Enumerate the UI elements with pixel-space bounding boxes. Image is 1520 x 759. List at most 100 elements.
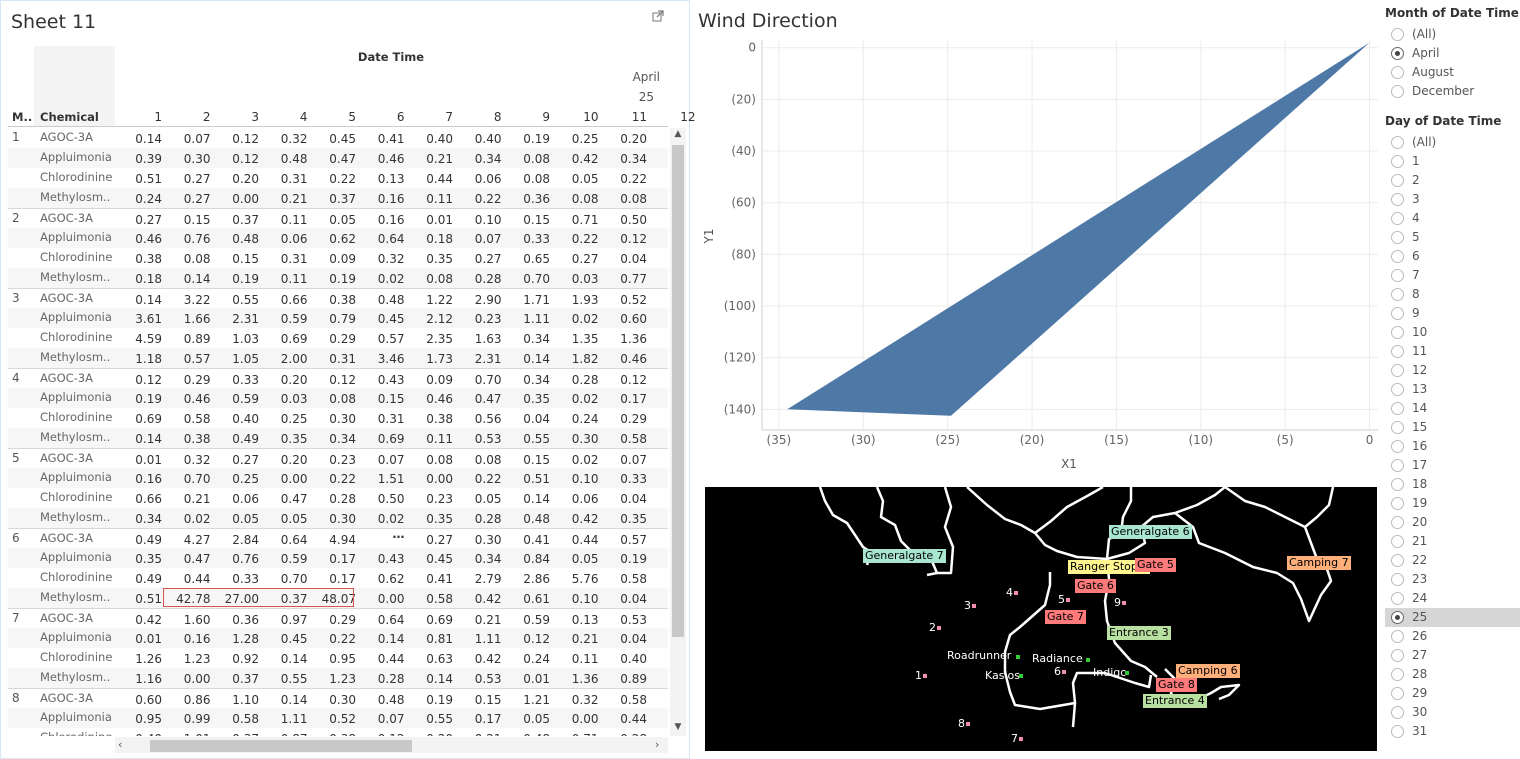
table-row[interactable]: Appluimonia 0.95 0.99 0.58 1.11 0.52 0.07 0.55 0… bbox=[8, 708, 668, 728]
day-filter-option[interactable]: 10 bbox=[1385, 323, 1520, 342]
reading-cell[interactable]: 0.58 bbox=[620, 693, 647, 707]
reading-cell[interactable]: 0.08 bbox=[474, 453, 502, 467]
hour-column-header[interactable]: 12 bbox=[680, 110, 696, 124]
reading-cell[interactable]: 0.24 bbox=[571, 412, 599, 426]
reading-cell[interactable]: 0.22 bbox=[329, 172, 356, 186]
hour-column-header[interactable]: 5 bbox=[348, 110, 356, 124]
reading-cell[interactable]: 0.17 bbox=[474, 712, 502, 726]
reading-cell[interactable]: 0.17 bbox=[329, 552, 356, 566]
reading-cell[interactable]: 0.64 bbox=[377, 613, 405, 627]
reading-cell[interactable]: 1.11 bbox=[474, 632, 502, 646]
reading-cell[interactable]: 0.1 bbox=[656, 572, 669, 586]
reading-cell[interactable]: 0.0 bbox=[656, 352, 669, 366]
reading-cell[interactable]: 0.23 bbox=[426, 492, 453, 506]
reading-cell[interactable]: 0.32 bbox=[280, 132, 308, 146]
reading-cell[interactable]: 0.30 bbox=[474, 533, 502, 547]
reading-cell[interactable]: 0.71 bbox=[571, 213, 599, 227]
reading-cell[interactable]: 0.12 bbox=[232, 132, 259, 146]
radio-icon[interactable] bbox=[1391, 421, 1404, 434]
reading-cell[interactable]: 0.30 bbox=[183, 152, 211, 166]
reading-cell[interactable]: 0.42 bbox=[571, 152, 599, 166]
reading-cell[interactable]: 0.34 bbox=[474, 552, 502, 566]
reading-cell[interactable]: 1.63 bbox=[474, 332, 502, 346]
reading-cell[interactable]: 0.58 bbox=[232, 712, 259, 726]
sensor-marker[interactable] bbox=[923, 674, 927, 678]
radio-icon[interactable] bbox=[1391, 364, 1404, 377]
map-gate-label[interactable]: Gate 7 bbox=[1045, 610, 1086, 624]
reading-cell[interactable]: 0.60 bbox=[135, 693, 162, 707]
reading-cell[interactable]: 0.15 bbox=[183, 213, 211, 227]
reading-cell[interactable]: 0.36 bbox=[523, 192, 550, 206]
reading-cell[interactable]: 0.05 bbox=[232, 512, 259, 526]
wind-direction-chart[interactable]: (35) (30) (25) (20) (15) (10) (5) 0 0 (20) (40) (60… bbox=[698, 40, 1378, 480]
reading-cell[interactable]: 0.28 bbox=[571, 373, 599, 387]
reading-cell[interactable]: 4.27 bbox=[183, 533, 211, 547]
reading-cell[interactable]: 0.18 bbox=[135, 272, 162, 286]
reading-cell[interactable]: 0.87 bbox=[268, 732, 308, 736]
reading-cell[interactable]: 0.05 bbox=[474, 492, 502, 506]
sensor-label[interactable]: 6 bbox=[1054, 665, 1061, 678]
reading-cell[interactable]: 4.94 bbox=[329, 533, 356, 547]
reading-cell[interactable]: 0.46 bbox=[620, 352, 647, 366]
table-row[interactable]: Methylosm.. 0.34 0.02 0.05 0.05 0.30 0.02 0.35 0… bbox=[8, 508, 668, 528]
reading-cell[interactable]: 0.20 bbox=[280, 453, 308, 467]
reading-cell[interactable]: 0.22 bbox=[474, 192, 502, 206]
reading-cell[interactable]: 0.65 bbox=[523, 252, 550, 266]
reading-cell[interactable]: 0.51 bbox=[135, 592, 162, 606]
hour-column-header[interactable]: 11 bbox=[631, 110, 647, 124]
reading-cell[interactable]: 0.27 bbox=[571, 252, 599, 266]
day-filter-option[interactable]: 31 bbox=[1385, 722, 1520, 741]
reading-cell[interactable]: 0.29 bbox=[329, 332, 356, 346]
radio-icon[interactable] bbox=[1391, 649, 1404, 662]
day-filter-option[interactable]: 13 bbox=[1385, 380, 1520, 399]
reading-cell[interactable]: 0.64 bbox=[280, 533, 308, 547]
reading-cell[interactable]: 0.59 bbox=[280, 312, 308, 326]
reading-cell[interactable]: 0.0 bbox=[656, 132, 669, 146]
reading-cell[interactable]: 2.84 bbox=[232, 533, 259, 547]
reading-cell[interactable]: 0.3 bbox=[656, 492, 669, 506]
reading-cell[interactable]: 0.41 bbox=[377, 132, 405, 146]
table-row[interactable]: Methylosm.. 1.18 0.57 1.05 2.00 0.31 3.46 1.73 2… bbox=[8, 348, 668, 368]
table-row[interactable]: Appluimonia 3.61 1.66 2.31 0.59 0.79 0.45 2.12 0… bbox=[8, 308, 668, 328]
reading-cell[interactable]: 0.48 bbox=[377, 293, 405, 307]
reading-cell[interactable]: 1.35 bbox=[571, 332, 599, 346]
sensor-label[interactable]: 3 bbox=[964, 599, 971, 612]
reading-cell[interactable]: 0.02 bbox=[571, 453, 599, 467]
reading-cell[interactable]: 0.2 bbox=[656, 472, 669, 486]
table-row[interactable]: 6 AGOC-3A 0.49 4.27 2.84 0.64 4.94 … 0.27 0.30 0.4… bbox=[8, 527, 668, 548]
reading-cell[interactable]: 0.70 bbox=[183, 472, 211, 486]
reading-cell[interactable]: 0.02 bbox=[377, 272, 405, 286]
radio-icon[interactable] bbox=[1391, 28, 1404, 41]
reading-cell[interactable]: 0.69 bbox=[135, 412, 162, 426]
hour-column-header[interactable]: 1 bbox=[154, 110, 162, 124]
reading-cell[interactable]: 0.06 bbox=[571, 492, 599, 506]
reading-cell[interactable]: 0.28 bbox=[607, 732, 647, 736]
reading-cell[interactable]: 2.0 bbox=[656, 332, 669, 346]
reading-cell[interactable]: 0.57 bbox=[183, 352, 211, 366]
reading-cell[interactable]: 0.84 bbox=[523, 552, 550, 566]
day-filter-option[interactable]: 23 bbox=[1385, 570, 1520, 589]
reading-cell[interactable]: 0.31 bbox=[280, 172, 308, 186]
reading-cell[interactable]: 0.45 bbox=[426, 552, 453, 566]
reading-cell[interactable]: 0.63 bbox=[426, 652, 453, 666]
reading-cell[interactable]: 0.03 bbox=[280, 392, 308, 406]
hour-column-header[interactable]: 6 bbox=[396, 110, 405, 124]
reading-cell[interactable]: 1.11 bbox=[523, 312, 550, 326]
reading-cell[interactable]: 0.21 bbox=[462, 732, 502, 736]
reading-cell[interactable]: 0.03 bbox=[571, 272, 599, 286]
hour-column-header[interactable]: 4 bbox=[299, 110, 308, 124]
table-row[interactable]: Chlorodinine 0.51 0.27 0.20 0.31 0.22 0.13 0.44… bbox=[8, 168, 668, 188]
table-row[interactable]: Chlorodinine 0.49 0.44 0.33 0.70 0.17 0.62 0.41… bbox=[8, 568, 668, 588]
reading-cell[interactable]: 0.10 bbox=[474, 213, 502, 227]
radio-icon[interactable] bbox=[1391, 668, 1404, 681]
reading-cell[interactable]: 0.14 bbox=[183, 272, 211, 286]
reading-cell[interactable]: 0.49 bbox=[232, 432, 259, 446]
sensor-marker[interactable] bbox=[1066, 598, 1070, 602]
reading-cell[interactable]: 0.02 bbox=[377, 512, 405, 526]
sensor-label[interactable]: 1 bbox=[915, 669, 922, 682]
reading-cell[interactable]: 1.23 bbox=[329, 672, 356, 686]
reading-cell[interactable]: 0.19 bbox=[620, 552, 647, 566]
wind-direction-polygon[interactable] bbox=[787, 42, 1370, 416]
map-gate-label[interactable]: Camping 6 bbox=[1176, 664, 1240, 678]
radio-icon[interactable] bbox=[1391, 288, 1404, 301]
